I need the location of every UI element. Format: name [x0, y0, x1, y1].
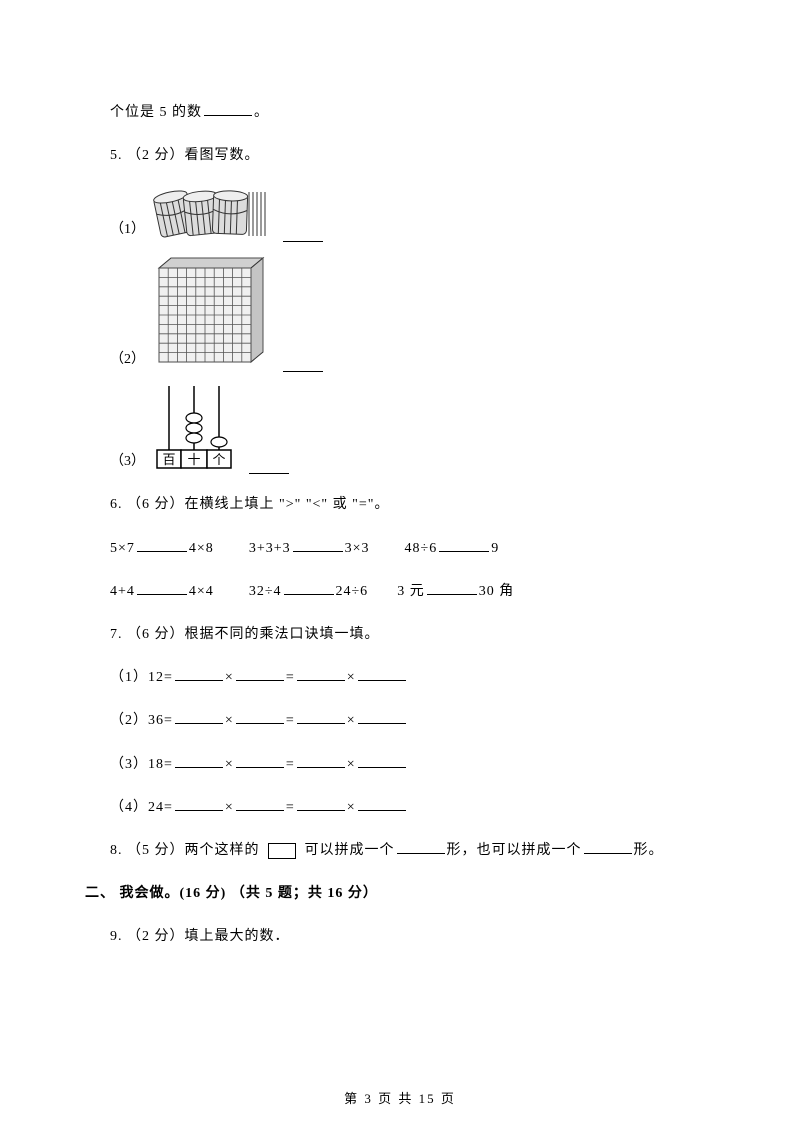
abacus-shi-char: 十: [187, 452, 200, 467]
q5-sub3-blank: [249, 460, 289, 474]
sticks-bundle-image: [151, 186, 271, 242]
q5-prefix: 5. （2 分）看图写数。: [110, 143, 690, 168]
blank: [439, 538, 489, 552]
blank: [297, 797, 345, 811]
eq: =: [286, 713, 295, 728]
times: ×: [225, 713, 234, 728]
q6-r2f: 30 角: [479, 584, 515, 599]
q6-r1b: 4×8: [189, 541, 214, 556]
page-footer: 第 3 页 共 15 页: [0, 1087, 800, 1110]
blank: [293, 538, 343, 552]
times: ×: [225, 670, 234, 685]
q7-s2-label: （2）36=: [110, 713, 173, 728]
q7-s1-label: （1）12=: [110, 670, 173, 685]
blank: [236, 667, 284, 681]
q5-sub1-blank: [283, 228, 323, 242]
q6-r2a: 4+4: [110, 584, 135, 599]
blank: [358, 754, 406, 768]
q6-r1a: 5×7: [110, 541, 135, 556]
abacus-image: 百 十 个: [151, 382, 237, 474]
q4-tail: 个位是 5 的数 。: [110, 100, 690, 125]
blank: [175, 754, 223, 768]
cube-grid-image: [151, 252, 271, 372]
blank: [175, 667, 223, 681]
blank: [137, 538, 187, 552]
blank: [358, 710, 406, 724]
q6-prefix: 6. （6 分）在横线上填上 ">" "<" 或 "="。: [110, 492, 690, 517]
q5-sub2-blank: [283, 358, 323, 372]
q7-s1: （1）12= × = ×: [110, 665, 690, 690]
blank: [175, 710, 223, 724]
q5-sub2-row: （2）: [110, 252, 690, 372]
q7-s2: （2）36= × = ×: [110, 708, 690, 733]
blank: [427, 581, 477, 595]
times: ×: [347, 670, 356, 685]
footer-b: 页 共: [373, 1091, 419, 1106]
q5-sub2-label: （2）: [110, 347, 145, 372]
footer-total: 15: [419, 1091, 436, 1106]
q6-r2b: 4×4: [189, 584, 214, 599]
blank: [397, 840, 445, 854]
times: ×: [347, 800, 356, 815]
blank: [297, 754, 345, 768]
q6-r1d: 3×3: [345, 541, 370, 556]
q4-text-b: 。: [254, 105, 269, 120]
q6-r1f: 9: [491, 541, 499, 556]
q8-b: 可以拼成一个: [300, 843, 395, 858]
q6-row2: 4+4 4×4 32÷4 24÷6 3 元 30 角: [110, 579, 690, 604]
times: ×: [225, 800, 234, 815]
blank: [297, 710, 345, 724]
blank: [236, 710, 284, 724]
times: ×: [225, 757, 234, 772]
footer-a: 第: [344, 1091, 364, 1106]
q7-s4-label: （4）24=: [110, 800, 173, 815]
eq: =: [286, 757, 295, 772]
footer-page: 3: [364, 1091, 373, 1106]
q6-r2d: 24÷6: [336, 584, 369, 599]
q7-s3-label: （3）18=: [110, 757, 173, 772]
q6-r1c: 3+3+3: [249, 541, 291, 556]
q5-sub3-label: （3）: [110, 449, 145, 474]
abacus-bai-char: 百: [162, 452, 175, 467]
blank: [297, 667, 345, 681]
footer-c: 页: [436, 1091, 456, 1106]
q4-blank: [204, 102, 252, 116]
q5-sub3-row: （3） 百 十: [110, 382, 690, 474]
blank: [236, 797, 284, 811]
q8-a: 8. （5 分）两个这样的: [110, 843, 264, 858]
q8-c: 形，也可以拼成一个: [447, 843, 582, 858]
q7-s4: （4）24= × = ×: [110, 795, 690, 820]
eq: =: [286, 800, 295, 815]
q6-r2e: 3 元: [397, 584, 425, 599]
times: ×: [347, 713, 356, 728]
q8-d: 形。: [634, 843, 664, 858]
section2-heading: 二、 我会做。(16 分) （共 5 题；共 16 分）: [85, 881, 690, 906]
rectangle-shape-icon: [268, 843, 296, 859]
abacus-ge-char: 个: [212, 452, 225, 467]
eq: =: [286, 670, 295, 685]
q4-text-a: 个位是 5 的数: [110, 105, 202, 120]
blank: [284, 581, 334, 595]
q6-r2c: 32÷4: [249, 584, 282, 599]
q9-line: 9. （2 分）填上最大的数．: [110, 924, 690, 949]
q8-line: 8. （5 分）两个这样的 可以拼成一个 形，也可以拼成一个 形。: [110, 838, 690, 863]
times: ×: [347, 757, 356, 772]
blank: [358, 667, 406, 681]
blank: [137, 581, 187, 595]
blank: [175, 797, 223, 811]
blank: [236, 754, 284, 768]
q7-s3: （3）18= × = ×: [110, 752, 690, 777]
blank: [358, 797, 406, 811]
q7-prefix: 7. （6 分）根据不同的乘法口诀填一填。: [110, 622, 690, 647]
q5-sub1-row: （1）: [110, 186, 690, 242]
blank: [584, 840, 632, 854]
q6-row1: 5×7 4×8 3+3+3 3×3 48÷6 9: [110, 536, 690, 561]
q5-sub1-label: （1）: [110, 217, 145, 242]
q6-r1e: 48÷6: [405, 541, 438, 556]
